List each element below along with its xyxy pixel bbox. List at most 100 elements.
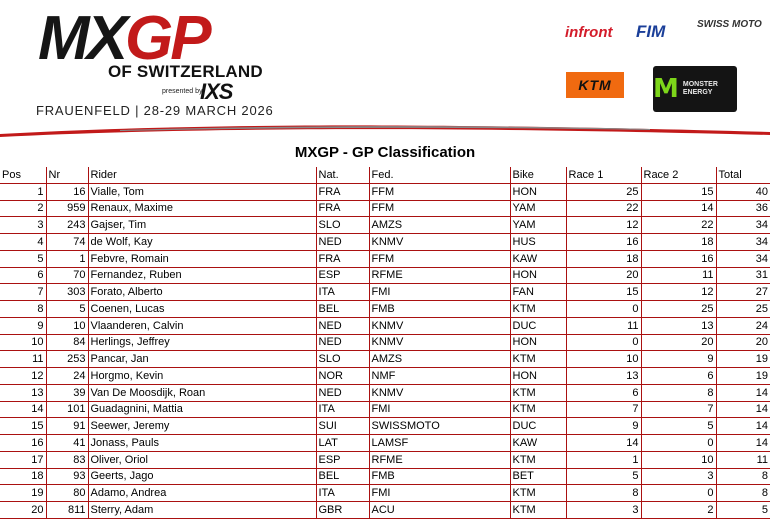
cell-nr: 243 bbox=[45, 216, 88, 234]
table-header-row: Pos Nr Rider Nat. Fed. Bike Race 1 Race … bbox=[0, 167, 770, 184]
cell-bike: HON bbox=[509, 267, 566, 285]
cell-bike: HON bbox=[509, 367, 566, 385]
cell-nat: FRA bbox=[315, 200, 369, 218]
cell-rider: Febvre, Romain bbox=[87, 250, 316, 268]
cell-race1: 3 bbox=[565, 501, 641, 519]
cell-rider: Vlaanderen, Calvin bbox=[87, 317, 316, 335]
table-row: 1 16 Vialle, Tom FRA FFM HON 25 15 40 bbox=[0, 183, 770, 201]
cell-total: 34 bbox=[715, 233, 770, 251]
cell-race2: 6 bbox=[640, 367, 716, 385]
cell-nat: GBR bbox=[315, 501, 369, 519]
cell-nat: NED bbox=[315, 384, 369, 402]
cell-fed: KNMV bbox=[368, 384, 510, 402]
cell-race1: 0 bbox=[565, 300, 641, 318]
cell-fed: AMZS bbox=[368, 350, 510, 368]
cell-race2: 3 bbox=[640, 468, 716, 486]
cell-fed: FMB bbox=[368, 300, 510, 318]
cell-race1: 0 bbox=[565, 334, 641, 352]
classification-table: Pos Nr Rider Nat. Fed. Bike Race 1 Race … bbox=[0, 167, 770, 519]
cell-bike: KTM bbox=[509, 300, 566, 318]
cell-fed: FFM bbox=[368, 183, 510, 201]
table-row: 4 74 de Wolf, Kay NED KNMV HUS 16 18 34 bbox=[0, 233, 770, 251]
mxgp-logo: MXGP bbox=[38, 4, 212, 73]
cell-nr: 74 bbox=[45, 233, 88, 251]
cell-nat: SLO bbox=[315, 350, 369, 368]
cell-race2: 14 bbox=[640, 200, 716, 218]
cell-total: 19 bbox=[715, 367, 770, 385]
cell-fed: NMF bbox=[368, 367, 510, 385]
cell-fed: KNMV bbox=[368, 334, 510, 352]
cell-nr: 91 bbox=[45, 417, 88, 435]
cell-bike: YAM bbox=[509, 216, 566, 234]
cell-race1: 20 bbox=[565, 267, 641, 285]
column-header-bike: Bike bbox=[509, 167, 566, 184]
cell-pos: 10 bbox=[0, 334, 46, 352]
cell-bike: KTM bbox=[509, 484, 566, 502]
cell-pos: 3 bbox=[0, 216, 46, 234]
cell-nat: FRA bbox=[315, 183, 369, 201]
cell-race1: 5 bbox=[565, 468, 641, 486]
cell-nr: 16 bbox=[45, 183, 88, 201]
cell-total: 27 bbox=[715, 283, 770, 301]
column-header-total: Total bbox=[715, 167, 770, 184]
logo-subtitle: OF SWITZERLAND bbox=[108, 62, 263, 81]
cell-nr: 84 bbox=[45, 334, 88, 352]
presented-by-label: presented by bbox=[162, 88, 203, 95]
cell-rider: Forato, Alberto bbox=[87, 283, 316, 301]
swiss-moto-logo: SWISS MOTO bbox=[697, 19, 762, 30]
cell-race2: 0 bbox=[640, 484, 716, 502]
infront-logo: infront bbox=[565, 24, 613, 41]
cell-rider: Guadagnini, Mattia bbox=[87, 401, 316, 419]
cell-rider: Gajser, Tim bbox=[87, 216, 316, 234]
cell-rider: Herlings, Jeffrey bbox=[87, 334, 316, 352]
cell-race2: 25 bbox=[640, 300, 716, 318]
monster-energy-logo: M MONSTER ENERGY bbox=[653, 66, 737, 112]
cell-fed: RFME bbox=[368, 451, 510, 469]
cell-total: 19 bbox=[715, 350, 770, 368]
cell-bike: KAW bbox=[509, 434, 566, 452]
cell-pos: 9 bbox=[0, 317, 46, 335]
cell-nat: BEL bbox=[315, 468, 369, 486]
column-header-rider: Rider bbox=[87, 167, 316, 184]
cell-fed: FMI bbox=[368, 401, 510, 419]
cell-fed: ACU bbox=[368, 501, 510, 519]
cell-race1: 6 bbox=[565, 384, 641, 402]
cell-nat: SLO bbox=[315, 216, 369, 234]
cell-pos: 2 bbox=[0, 200, 46, 218]
cell-total: 40 bbox=[715, 183, 770, 201]
cell-nr: 959 bbox=[45, 200, 88, 218]
cell-pos: 7 bbox=[0, 283, 46, 301]
cell-race2: 9 bbox=[640, 350, 716, 368]
cell-race2: 10 bbox=[640, 451, 716, 469]
cell-race1: 11 bbox=[565, 317, 641, 335]
event-location-date: FRAUENFELD | 28-29 MARCH 2026 bbox=[36, 103, 274, 118]
cell-fed: LAMSF bbox=[368, 434, 510, 452]
cell-race1: 25 bbox=[565, 183, 641, 201]
cell-nr: 70 bbox=[45, 267, 88, 285]
cell-nr: 80 bbox=[45, 484, 88, 502]
page-title: MXGP - GP Classification bbox=[294, 144, 476, 161]
cell-race2: 11 bbox=[640, 267, 716, 285]
cell-total: 14 bbox=[715, 434, 770, 452]
cell-pos: 17 bbox=[0, 451, 46, 469]
red-swoosh-divider bbox=[0, 125, 770, 137]
cell-pos: 5 bbox=[0, 250, 46, 268]
cell-rider: Geerts, Jago bbox=[87, 468, 316, 486]
table-row: 3 243 Gajser, Tim SLO AMZS YAM 12 22 34 bbox=[0, 216, 770, 234]
cell-race2: 16 bbox=[640, 250, 716, 268]
cell-nat: ESP bbox=[315, 451, 369, 469]
column-header-race1: Race 1 bbox=[565, 167, 641, 184]
table-row: 7 303 Forato, Alberto ITA FMI FAN 15 12 27 bbox=[0, 283, 770, 301]
cell-pos: 18 bbox=[0, 468, 46, 486]
cell-bike: HUS bbox=[509, 233, 566, 251]
cell-pos: 13 bbox=[0, 384, 46, 402]
cell-fed: RFME bbox=[368, 267, 510, 285]
cell-race2: 20 bbox=[640, 334, 716, 352]
table-row: 12 24 Horgmo, Kevin NOR NMF HON 13 6 19 bbox=[0, 367, 770, 385]
cell-bike: KTM bbox=[509, 501, 566, 519]
table-row: 6 70 Fernandez, Ruben ESP RFME HON 20 11 31 bbox=[0, 267, 770, 285]
cell-nr: 83 bbox=[45, 451, 88, 469]
cell-total: 8 bbox=[715, 484, 770, 502]
cell-fed: SWISSMOTO bbox=[368, 417, 510, 435]
cell-fed: FFM bbox=[368, 250, 510, 268]
